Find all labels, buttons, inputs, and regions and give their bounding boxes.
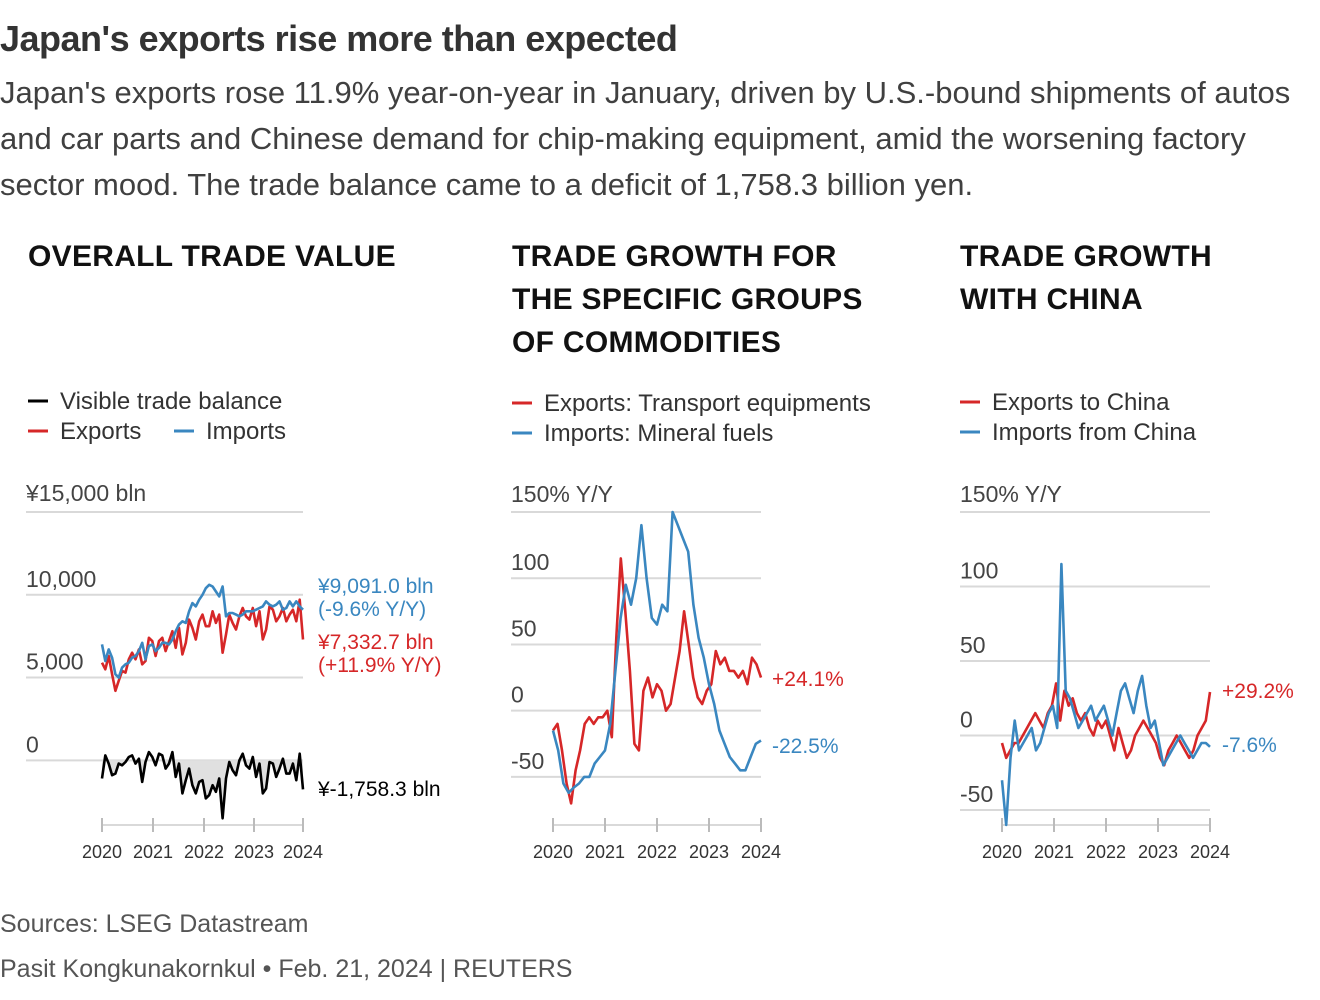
chart2-unit-label: 150% Y/Y [511, 481, 613, 507]
chart3-series-exports-to-china [1000, 682, 1212, 767]
chart3-xtick-label: 2024 [1190, 842, 1230, 862]
chart3-title-line: WITH CHINA [960, 283, 1143, 316]
chart2-xtick-label: 2024 [741, 842, 781, 862]
chart3-legend-label: Exports to China [992, 389, 1170, 416]
chart1-xtick-label: 2020 [82, 842, 122, 862]
chart1-end-label: ¥9,091.0 bln [317, 575, 434, 598]
chart3-end-label: -7.6% [1222, 734, 1277, 757]
chart2-series-exports-transport-equipments [551, 557, 763, 805]
chart1-series-visible-trade-balance [100, 750, 305, 820]
chart3-legend-label: Imports from China [992, 419, 1197, 446]
chart2-xtick-label: 2022 [637, 842, 677, 862]
chart1-xtick-label: 2024 [283, 842, 323, 862]
chart1-end-label: (+11.9% Y/Y) [318, 654, 442, 677]
chart2-end-label: -22.5% [772, 735, 839, 758]
chart2-title-line: OF COMMODITIES [512, 326, 781, 359]
chart1-ytick-label: 10,000 [26, 566, 96, 592]
chart-title: Japan's exports rise more than expected [0, 18, 678, 59]
chart3-ytick-label: 0 [960, 707, 973, 733]
chart3-ytick-label: 100 [960, 558, 998, 584]
chart3-xtick-label: 2022 [1086, 842, 1126, 862]
chart3-ytick-label: 50 [960, 632, 986, 658]
chart2-xtick-label: 2023 [689, 842, 729, 862]
chart1-ytick-label: 0 [26, 731, 39, 757]
chart1-title-line: OVERALL TRADE VALUE [28, 240, 396, 273]
chart2-ytick-label: 50 [511, 615, 537, 641]
chart2-end-label: +24.1% [772, 668, 844, 691]
chart3-xtick-label: 2021 [1034, 842, 1074, 862]
chart2-xtick-label: 2021 [585, 842, 625, 862]
chart1-legend-label: Exports [60, 418, 141, 445]
chart1-ytick-label: 5,000 [26, 649, 84, 675]
chart-subtitle: Japan's exports rose 11.9% year-on-year … [0, 75, 1291, 202]
chart1-xtick-label: 2021 [133, 842, 173, 862]
chart2-ytick-label: 0 [511, 682, 524, 708]
chart2-ytick-label: -50 [511, 748, 544, 774]
chart3-series-imports-from-china [1000, 562, 1211, 827]
chart2-xtick-label: 2020 [533, 842, 573, 862]
chart3-unit-label: 150% Y/Y [960, 481, 1062, 507]
byline-credit: Pasit Kongkunakornkul • Feb. 21, 2024 | … [0, 955, 573, 983]
chart3-xtick-label: 2020 [982, 842, 1022, 862]
chart1-end-label: (-9.6% Y/Y) [318, 598, 426, 621]
chart3-xtick-label: 2023 [1138, 842, 1178, 862]
chart1-series-exports [100, 598, 305, 693]
chart3-ytick-label: -50 [960, 781, 993, 807]
chart3-end-label: +29.2% [1222, 680, 1294, 703]
chart2-series-imports-mineral-fuels [551, 510, 762, 795]
chart2-legend-label: Imports: Mineral fuels [544, 420, 773, 447]
chart2-title-line: TRADE GROWTH FOR [512, 240, 837, 273]
chart1-legend-label: Imports [206, 418, 286, 445]
chart1-legend-label: Visible trade balance [60, 388, 282, 415]
chart1-balance-deficit-area [102, 760, 303, 819]
chart1-end-label: ¥-1,758.3 bln [317, 778, 441, 801]
sources-note: Sources: LSEG Datastream [0, 910, 309, 938]
chart1-series-imports [100, 583, 304, 679]
chart3-title-line: TRADE GROWTH [960, 240, 1212, 273]
chart2-title-line: THE SPECIFIC GROUPS [512, 283, 863, 316]
charts-canvas: OVERALL TRADE VALUE Visible trade balance… [25, 240, 1294, 862]
chart1-end-label: ¥7,332.7 bln [317, 631, 434, 654]
chart2-legend-label: Exports: Transport equipments [544, 390, 871, 417]
chart1-unit-label: ¥15,000 bln [25, 480, 146, 506]
chart2-ytick-label: 100 [511, 549, 549, 575]
chart1-xtick-label: 2022 [184, 842, 224, 862]
chart1-xtick-label: 2023 [234, 842, 274, 862]
